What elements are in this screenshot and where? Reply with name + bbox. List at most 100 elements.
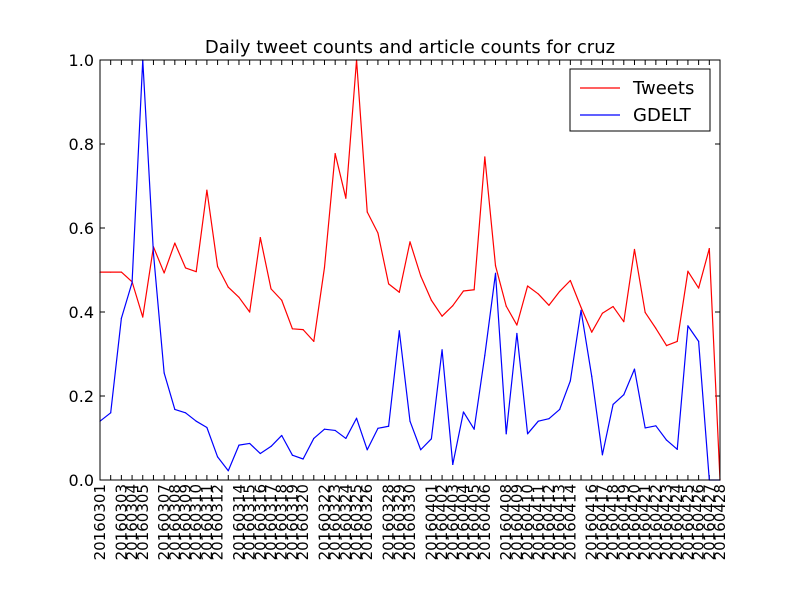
x-tick-label: 20160426 bbox=[690, 484, 708, 560]
data-point bbox=[623, 321, 625, 323]
data-point bbox=[334, 429, 336, 432]
data-point bbox=[655, 327, 657, 329]
x-tick-label: 20160410 bbox=[519, 484, 537, 560]
data-point bbox=[473, 289, 475, 291]
x-tick-label: 20160320 bbox=[294, 484, 312, 560]
data-point bbox=[612, 403, 614, 405]
data-point bbox=[281, 299, 283, 301]
x-tick-label: 20160308 bbox=[166, 484, 184, 560]
data-point bbox=[110, 412, 112, 414]
data-point bbox=[644, 311, 646, 314]
data-point bbox=[526, 285, 529, 287]
x-tick-label: 20160409 bbox=[508, 484, 526, 560]
x-tick-label: 20160408 bbox=[497, 484, 515, 560]
y-tick-label: 0.4 bbox=[69, 303, 94, 322]
data-point bbox=[420, 275, 422, 277]
data-point bbox=[420, 449, 422, 451]
data-point bbox=[227, 286, 229, 288]
x-tick-label: 20160413 bbox=[551, 484, 569, 560]
data-point bbox=[580, 306, 582, 308]
data-point bbox=[612, 305, 614, 308]
x-tick-label: 20160304 bbox=[123, 484, 141, 560]
data-point bbox=[259, 237, 261, 239]
x-tick-label: 20160314 bbox=[230, 484, 248, 560]
data-point bbox=[302, 458, 304, 460]
data-point bbox=[484, 354, 486, 356]
data-point bbox=[505, 305, 507, 307]
data-point bbox=[249, 442, 251, 445]
data-point bbox=[462, 290, 465, 292]
data-point bbox=[366, 449, 368, 451]
y-tick-label: 0.8 bbox=[69, 135, 94, 154]
data-point bbox=[184, 267, 187, 269]
data-point bbox=[409, 241, 411, 243]
data-point bbox=[633, 248, 636, 251]
data-point bbox=[291, 328, 294, 330]
data-point bbox=[473, 428, 475, 430]
data-point bbox=[644, 427, 646, 429]
x-tick-label: 20160421 bbox=[636, 484, 654, 560]
data-point bbox=[184, 412, 187, 414]
y-tick-label: 0.0 bbox=[69, 471, 94, 490]
data-point bbox=[676, 448, 678, 450]
data-point bbox=[676, 340, 678, 342]
data-point bbox=[323, 266, 326, 269]
data-point bbox=[633, 368, 636, 370]
data-point bbox=[494, 265, 497, 267]
x-tick-label: 20160328 bbox=[380, 484, 398, 560]
data-point bbox=[441, 349, 443, 351]
data-point bbox=[526, 433, 529, 435]
x-tick-label: 20160422 bbox=[647, 484, 665, 560]
x-tick-label: 20160316 bbox=[251, 484, 269, 560]
data-point bbox=[195, 271, 197, 273]
x-tick-label: 20160318 bbox=[273, 484, 291, 560]
x-tick-label: 20160428 bbox=[711, 484, 729, 560]
data-point bbox=[291, 454, 294, 456]
data-point bbox=[302, 329, 304, 331]
data-point bbox=[270, 288, 272, 290]
x-tick-label: 20160403 bbox=[444, 484, 462, 560]
x-tick-label: 20160417 bbox=[593, 484, 611, 560]
data-point bbox=[698, 340, 700, 342]
x-tick-label: 20160303 bbox=[112, 484, 130, 560]
data-point bbox=[206, 426, 208, 429]
data-point bbox=[601, 454, 604, 456]
data-point bbox=[655, 425, 657, 427]
data-point bbox=[516, 332, 518, 335]
data-point bbox=[430, 299, 432, 301]
data-point bbox=[323, 428, 326, 430]
data-point bbox=[569, 380, 571, 382]
x-tick-label: 20160329 bbox=[390, 484, 408, 560]
x-tick-label: 20160406 bbox=[476, 484, 494, 560]
x-tick-label: 20160323 bbox=[326, 484, 344, 560]
x-tick-label: 20160326 bbox=[358, 484, 376, 560]
legend-box bbox=[569, 68, 711, 132]
data-point bbox=[281, 434, 283, 437]
data-point bbox=[452, 305, 454, 307]
x-tick-label: 20160311 bbox=[198, 484, 216, 560]
data-point bbox=[591, 331, 593, 333]
data-point bbox=[334, 153, 336, 155]
data-point bbox=[559, 408, 561, 411]
data-point bbox=[569, 279, 571, 282]
data-point bbox=[484, 156, 486, 158]
data-point bbox=[505, 433, 507, 435]
data-point bbox=[452, 463, 454, 466]
chart-title: Daily tweet counts and article counts fo… bbox=[205, 37, 615, 58]
plot-frame bbox=[99, 59, 721, 481]
x-tick-label: 20160317 bbox=[262, 484, 280, 560]
data-point bbox=[249, 311, 251, 313]
data-point bbox=[398, 291, 400, 293]
data-point bbox=[110, 271, 112, 273]
x-tick-label: 20160424 bbox=[668, 484, 686, 560]
data-point bbox=[120, 317, 122, 319]
data-point bbox=[516, 324, 518, 326]
data-point bbox=[313, 340, 315, 342]
y-tick-label: 1.0 bbox=[69, 51, 94, 70]
data-point bbox=[377, 427, 379, 429]
x-tick-label: 20160305 bbox=[134, 484, 152, 560]
x-tick-label: 20160418 bbox=[604, 484, 622, 560]
data-point bbox=[120, 271, 122, 273]
